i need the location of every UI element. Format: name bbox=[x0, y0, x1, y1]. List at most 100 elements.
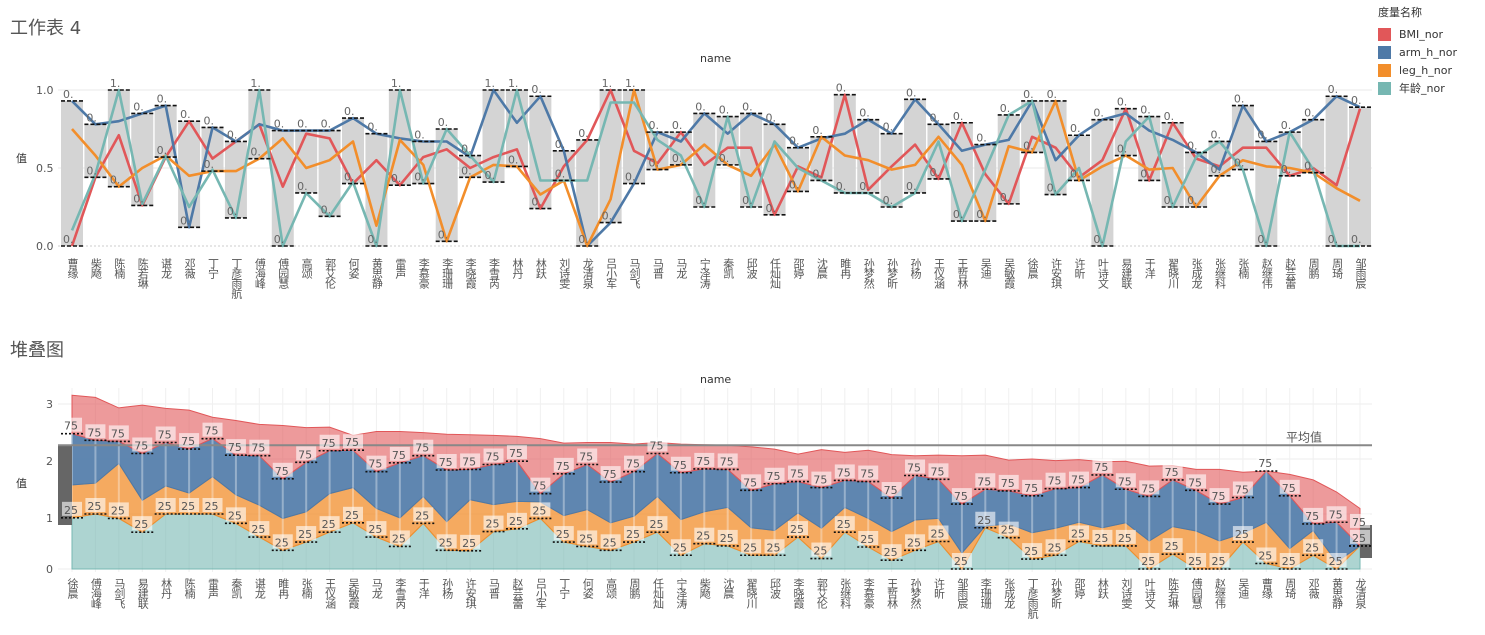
percentile-label-bg bbox=[155, 426, 176, 441]
max-label: 1. bbox=[391, 77, 402, 90]
percentile-label-bg bbox=[530, 502, 551, 517]
p25-label: 25 bbox=[1282, 555, 1296, 568]
max-label: 0. bbox=[766, 111, 777, 124]
p75-label: 75 bbox=[205, 425, 219, 438]
p25-label: 25 bbox=[275, 536, 289, 549]
x-tick-label: 陈若琳 bbox=[136, 258, 150, 288]
p25-label: 25 bbox=[790, 523, 804, 536]
x-tick-label: 孙杨 bbox=[440, 578, 454, 598]
max-label: 0. bbox=[719, 104, 730, 117]
percentile-label-bg bbox=[1068, 525, 1089, 540]
percentile-label-bg bbox=[1209, 488, 1230, 503]
percentile-label-bg bbox=[694, 527, 715, 542]
legend-item-leg[interactable]: leg_h_nor bbox=[1378, 61, 1457, 79]
max-label: 0. bbox=[1164, 110, 1175, 123]
range-bar bbox=[997, 114, 1020, 204]
p25-label: 25 bbox=[930, 528, 944, 541]
p75-label: 75 bbox=[790, 468, 804, 481]
legend-item-bmi[interactable]: BMI_nor bbox=[1378, 25, 1457, 43]
max-label: 1. bbox=[602, 77, 613, 90]
x-tick-label: 邹雨宸 bbox=[955, 578, 969, 608]
x-tick-label: 睢冉 bbox=[276, 578, 290, 598]
x-tick-label: 刘诗雯 bbox=[1119, 578, 1133, 608]
max-label: 0. bbox=[438, 116, 449, 129]
min-label: 0. bbox=[461, 164, 472, 177]
p75-label: 75 bbox=[1305, 510, 1319, 523]
p25-label: 25 bbox=[462, 537, 476, 550]
min-label: 0. bbox=[1117, 143, 1128, 156]
x-tick-label: 马晋 bbox=[651, 258, 665, 278]
percentile-label-bg bbox=[85, 424, 106, 439]
p25-label: 25 bbox=[1329, 555, 1343, 568]
x-tick-label: 于洋 bbox=[417, 578, 431, 598]
percentile-label-bg bbox=[202, 422, 223, 437]
max-label: 0. bbox=[742, 100, 753, 113]
p75-label: 75 bbox=[907, 462, 921, 475]
p25-label: 25 bbox=[556, 528, 570, 541]
x-tick-label: 傅海峰 bbox=[89, 578, 103, 608]
percentile-label-bg bbox=[1350, 529, 1370, 544]
p75-label: 75 bbox=[977, 475, 991, 488]
legend-item-arm[interactable]: arm_h_nor bbox=[1378, 43, 1457, 61]
x-tick-label: 何姿 bbox=[347, 258, 361, 278]
percentile-label-bg bbox=[881, 544, 902, 559]
x-tick-label: 丁宁 bbox=[557, 578, 571, 598]
range-bar bbox=[224, 141, 247, 218]
x-tick-label: 邵婷 bbox=[1072, 578, 1086, 598]
percentile-label-bg bbox=[881, 482, 902, 497]
p75-label: 75 bbox=[251, 442, 265, 455]
percentile-label-bg bbox=[413, 439, 434, 454]
p25-label: 25 bbox=[907, 536, 921, 549]
x-tick-label: 何姿 bbox=[581, 578, 595, 598]
x-tick-label: 邓薇 bbox=[1307, 578, 1321, 598]
p75-label: 75 bbox=[228, 441, 242, 454]
min-label: 0. bbox=[297, 180, 308, 193]
percentile-label-bg bbox=[577, 530, 598, 545]
min-label: 0. bbox=[976, 208, 987, 221]
max-label: 0. bbox=[204, 114, 215, 127]
p25-label: 25 bbox=[322, 518, 336, 531]
legend-item-age[interactable]: 年龄_nor bbox=[1378, 79, 1457, 97]
p25-label: 25 bbox=[579, 532, 593, 545]
percentile-label-bg bbox=[483, 515, 504, 530]
range-bar bbox=[154, 105, 177, 158]
max-label: 0. bbox=[648, 119, 659, 132]
percentile-label-bg bbox=[600, 466, 621, 481]
x-tick-label: 雷声 bbox=[206, 578, 220, 598]
p75-label: 75 bbox=[509, 447, 523, 460]
min-label: 0. bbox=[648, 157, 659, 170]
x-tick-label: 周鹏 bbox=[628, 578, 642, 598]
percentile-label-bg bbox=[155, 498, 176, 512]
percentile-label-bg bbox=[1186, 474, 1207, 489]
percentile-label-bg bbox=[600, 534, 621, 549]
percentile-label-bg bbox=[108, 502, 129, 517]
max-label: 0. bbox=[274, 118, 285, 131]
x-tick-label: 翟晓川 bbox=[1166, 258, 1180, 288]
p25-label: 25 bbox=[134, 518, 148, 531]
percentile-label-bg bbox=[1209, 553, 1230, 567]
x-tick-label: 张成龙 bbox=[1002, 578, 1016, 608]
min-label: 0. bbox=[110, 174, 121, 187]
x-tick-label: 林丹 bbox=[159, 578, 173, 598]
percentile-label-bg bbox=[1326, 553, 1347, 567]
p25-label: 25 bbox=[649, 518, 663, 531]
x-tick-label: 叶诗文 bbox=[1143, 578, 1157, 608]
p75-label: 75 bbox=[1048, 475, 1062, 488]
min-label: 0. bbox=[578, 233, 589, 246]
p25-label: 25 bbox=[673, 541, 687, 554]
x-tick-label: 张继科 bbox=[1213, 258, 1227, 288]
percentile-label-bg bbox=[928, 463, 949, 478]
p75-label: 75 bbox=[1141, 482, 1155, 495]
min-label: 0. bbox=[250, 146, 261, 159]
max-label: 0. bbox=[836, 82, 847, 95]
max-label: 0. bbox=[1234, 93, 1245, 106]
p25-label: 25 bbox=[603, 536, 617, 549]
p25-label: 25 bbox=[626, 528, 640, 541]
range-bar bbox=[1349, 107, 1371, 246]
percentile-label-bg bbox=[1326, 506, 1347, 521]
range-bar bbox=[833, 94, 856, 193]
min-label: 0. bbox=[625, 171, 636, 184]
percentile-label-bg bbox=[1162, 463, 1183, 478]
p75-label: 75 bbox=[87, 426, 101, 439]
percentile-label-bg bbox=[1256, 547, 1277, 562]
